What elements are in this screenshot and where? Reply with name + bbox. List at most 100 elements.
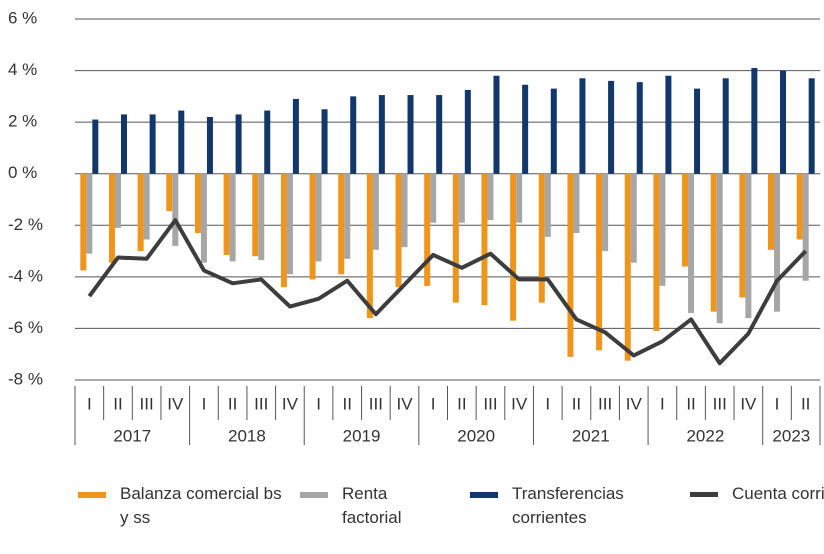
bar bbox=[567, 173, 574, 357]
bar bbox=[286, 173, 293, 275]
bar bbox=[92, 119, 99, 174]
bar bbox=[200, 173, 207, 263]
bar bbox=[665, 75, 672, 174]
bar bbox=[372, 173, 379, 250]
bar bbox=[235, 114, 242, 174]
legend-label: Balanza comercial bs y ss bbox=[120, 484, 282, 527]
bar bbox=[602, 173, 609, 252]
y-tick-label: -6 % bbox=[8, 318, 43, 337]
bar bbox=[407, 95, 414, 174]
bar bbox=[194, 173, 201, 234]
bar bbox=[624, 173, 631, 361]
bar bbox=[350, 96, 357, 174]
bar bbox=[252, 173, 259, 257]
y-tick-label: 4 % bbox=[8, 60, 37, 79]
bar bbox=[596, 173, 603, 351]
bar bbox=[544, 173, 551, 237]
bar bbox=[487, 173, 494, 221]
bar bbox=[452, 173, 459, 303]
bar bbox=[682, 173, 689, 267]
bar bbox=[344, 173, 351, 259]
bar bbox=[178, 110, 185, 174]
year-label: 2021 bbox=[572, 426, 610, 445]
bar bbox=[510, 173, 517, 321]
bar bbox=[436, 95, 443, 174]
x-tick-label: II bbox=[457, 394, 466, 413]
bar bbox=[172, 173, 179, 246]
x-tick-label: IV bbox=[396, 394, 413, 413]
year-label: 2017 bbox=[113, 426, 151, 445]
bar bbox=[751, 67, 758, 174]
bar bbox=[120, 114, 127, 174]
bar bbox=[573, 173, 580, 234]
x-tick-label: III bbox=[369, 394, 383, 413]
year-label: 2020 bbox=[457, 426, 495, 445]
bar bbox=[338, 173, 345, 275]
year-label: 2018 bbox=[228, 426, 266, 445]
x-tick-label: I bbox=[660, 394, 665, 413]
x-tick-label: II bbox=[228, 394, 237, 413]
bar bbox=[653, 173, 660, 332]
bar bbox=[366, 173, 373, 319]
legend-label: Renta factorial bbox=[342, 484, 402, 527]
bar bbox=[493, 75, 500, 174]
x-tick-label: II bbox=[572, 394, 581, 413]
bar bbox=[608, 80, 615, 174]
x-tick-label: II bbox=[342, 394, 351, 413]
bar bbox=[579, 78, 586, 174]
bar bbox=[321, 109, 328, 174]
bar bbox=[710, 173, 717, 312]
bar bbox=[424, 173, 431, 286]
line bbox=[87, 218, 808, 366]
x-tick-label: II bbox=[801, 394, 810, 413]
bar bbox=[80, 173, 87, 271]
year-label: 2023 bbox=[772, 426, 810, 445]
legend-item: Cuenta corriente bbox=[690, 482, 824, 506]
legend-item: Transferencias corrientes bbox=[470, 482, 662, 530]
legend-label: Transferencias corrientes bbox=[512, 484, 624, 527]
y-tick-label: -8 % bbox=[8, 369, 43, 388]
x-tick-label: IV bbox=[511, 394, 528, 413]
x-tick-label: III bbox=[598, 394, 612, 413]
bar bbox=[264, 110, 271, 174]
bar bbox=[143, 173, 150, 240]
bar bbox=[745, 173, 752, 319]
bar bbox=[258, 173, 265, 261]
bar bbox=[149, 114, 156, 174]
bar bbox=[630, 173, 637, 263]
bar bbox=[108, 173, 115, 263]
bar bbox=[137, 173, 144, 252]
chart: -8 %-6 %-4 %-2 %0 %2 %4 %6 %I II III IV I II I… bbox=[8, 8, 821, 445]
bar bbox=[481, 173, 488, 306]
bar bbox=[458, 173, 465, 223]
x-tick-label: III bbox=[713, 394, 727, 413]
bar bbox=[395, 173, 402, 288]
y-tick-label: 0 % bbox=[8, 163, 37, 182]
bar bbox=[550, 88, 557, 174]
x-tick-label: I bbox=[202, 394, 207, 413]
x-tick-label: II bbox=[113, 394, 122, 413]
bar bbox=[223, 173, 230, 255]
bar bbox=[315, 173, 322, 262]
bar bbox=[430, 173, 437, 223]
legend-swatch bbox=[690, 492, 718, 497]
bar bbox=[716, 173, 723, 324]
bar bbox=[780, 70, 787, 174]
bar bbox=[516, 173, 523, 223]
x-tick-label: III bbox=[483, 394, 497, 413]
bar bbox=[636, 82, 643, 174]
y-tick-label: -4 % bbox=[8, 266, 43, 285]
bar bbox=[280, 173, 287, 288]
bar bbox=[378, 95, 385, 174]
bar bbox=[229, 173, 236, 262]
bar bbox=[659, 173, 666, 286]
x-tick-label: III bbox=[254, 394, 268, 413]
y-tick-label: 2 % bbox=[8, 112, 37, 131]
x-tick-label: I bbox=[545, 394, 550, 413]
bar bbox=[538, 173, 545, 303]
x-tick-label: II bbox=[686, 394, 695, 413]
legend: Balanza comercial bs y ss Renta factorial… bbox=[0, 478, 824, 548]
x-tick-label: IV bbox=[167, 394, 184, 413]
bar bbox=[309, 173, 316, 280]
